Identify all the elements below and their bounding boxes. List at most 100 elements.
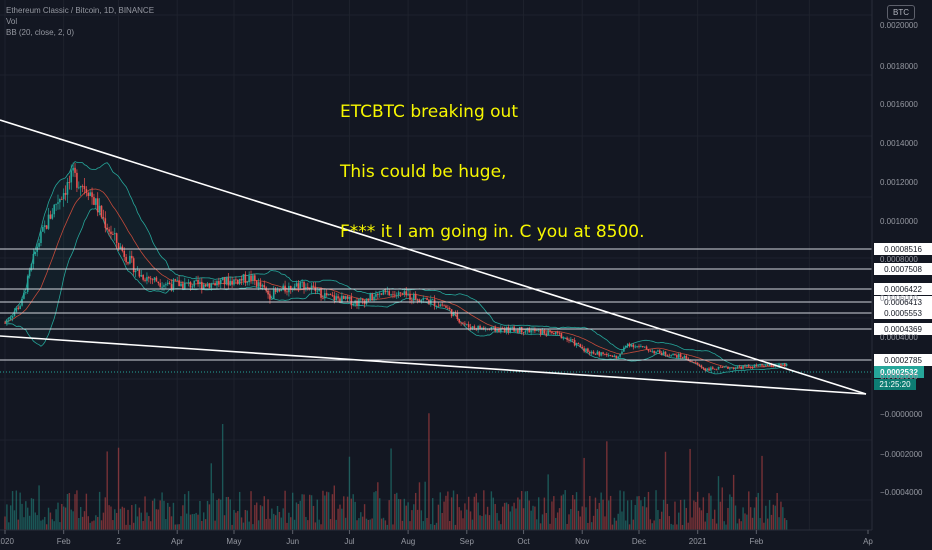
candle-body xyxy=(492,326,495,328)
horizontal-levels[interactable]: 0.00085160.00075080.00064220.00064130.00… xyxy=(0,243,932,390)
candle-body xyxy=(189,282,192,288)
volume-bar xyxy=(172,502,175,530)
candle-body xyxy=(655,351,657,354)
volume-bar xyxy=(740,521,742,530)
candle-body xyxy=(592,351,595,354)
volume-bar xyxy=(541,514,544,530)
volume-bar xyxy=(604,516,606,530)
candle-body xyxy=(545,333,548,336)
level-label-3: 0.0006413 xyxy=(884,298,922,307)
candle-body xyxy=(462,322,464,324)
candle-body xyxy=(386,291,389,293)
volume-bar xyxy=(403,498,406,530)
candle-body xyxy=(768,364,771,366)
candle-body xyxy=(539,329,542,335)
candle-body xyxy=(155,277,158,282)
candle-body xyxy=(634,346,637,348)
candle-body xyxy=(407,294,409,296)
candle-body xyxy=(727,366,729,369)
candle-body xyxy=(619,353,621,357)
candle-body xyxy=(662,351,665,355)
candle-body xyxy=(785,363,788,366)
volume-bar xyxy=(625,520,627,530)
volume-bar xyxy=(68,492,71,530)
volume-bar xyxy=(712,518,714,530)
volume-bar xyxy=(324,495,326,530)
current-price-bg xyxy=(874,366,924,378)
candle-body xyxy=(165,284,167,286)
volume-bar xyxy=(225,497,228,530)
candle-body xyxy=(677,354,680,358)
candle-body xyxy=(307,287,309,288)
candle-body xyxy=(689,360,691,362)
volume-bar xyxy=(575,492,578,530)
volume-bar xyxy=(532,505,534,530)
candle-body xyxy=(79,185,82,188)
volume-bar xyxy=(418,482,421,530)
candle-body xyxy=(670,355,672,357)
candle-body xyxy=(43,225,46,227)
volume-bar xyxy=(112,520,114,530)
candle-body xyxy=(45,225,48,229)
candle-body xyxy=(640,346,642,347)
volume-bar xyxy=(555,517,557,530)
volume-bar xyxy=(700,510,703,530)
candle-body xyxy=(543,330,546,334)
candle-body xyxy=(433,299,436,307)
volume-bar xyxy=(327,492,330,530)
candle-body xyxy=(140,275,143,277)
candle-body xyxy=(651,350,654,352)
volume-bar xyxy=(299,500,301,530)
candle-body xyxy=(395,295,398,297)
volume-bar xyxy=(384,520,387,530)
volume-bar xyxy=(519,499,521,530)
volume-bar xyxy=(689,448,691,530)
price-axis[interactable]: 0.0020000 0.0018000 0.0016000 0.0014000 0.00… xyxy=(871,0,923,530)
candle-body xyxy=(331,295,334,296)
candle-body xyxy=(780,364,782,366)
volume-bar xyxy=(396,492,398,530)
candle-body xyxy=(443,305,445,307)
volume-bar xyxy=(488,515,491,530)
volume-bar xyxy=(456,494,459,530)
volume-bar xyxy=(670,523,672,530)
volume-bar xyxy=(138,507,141,530)
volume-bar xyxy=(274,515,277,530)
volume-bar xyxy=(657,510,659,530)
volume-bar xyxy=(261,506,264,530)
volume-bar xyxy=(524,491,527,530)
time-label-13: Feb xyxy=(749,537,763,546)
level-label-bg-4 xyxy=(874,307,932,319)
volume-bar xyxy=(469,511,472,530)
candle-body xyxy=(9,317,12,320)
volume-bar xyxy=(526,491,529,530)
time-axis[interactable]: 2020 Feb 2 Apr May Jun Jul Aug Sep Oct Nov Dec 2021 F… xyxy=(0,529,873,546)
candle-body xyxy=(405,291,408,296)
candle-body xyxy=(685,356,688,359)
candle-body xyxy=(515,330,517,332)
volume-bar xyxy=(509,511,512,530)
candle-body xyxy=(382,290,385,295)
candle-body xyxy=(53,204,56,215)
volume-bar xyxy=(265,518,267,530)
volume-bar xyxy=(208,504,211,530)
volume-bar xyxy=(736,523,739,530)
volume-bar xyxy=(547,474,549,530)
candle-body xyxy=(142,275,144,280)
candle-body xyxy=(530,330,532,333)
volume-bar xyxy=(477,502,479,530)
candle-body xyxy=(172,279,175,289)
volume-bar xyxy=(746,514,748,530)
level-label-bg-1 xyxy=(874,263,932,275)
volume-bar xyxy=(748,491,750,530)
volume-bar xyxy=(437,504,440,530)
candle-body xyxy=(32,253,35,264)
level-label-4: 0.0005553 xyxy=(884,309,922,318)
currency-badge[interactable]: BTC xyxy=(887,5,915,20)
candle-body xyxy=(437,305,440,307)
candle-body xyxy=(772,366,775,368)
trendlines[interactable] xyxy=(0,119,867,395)
candle-body xyxy=(119,246,122,249)
volume-bar xyxy=(240,517,243,530)
